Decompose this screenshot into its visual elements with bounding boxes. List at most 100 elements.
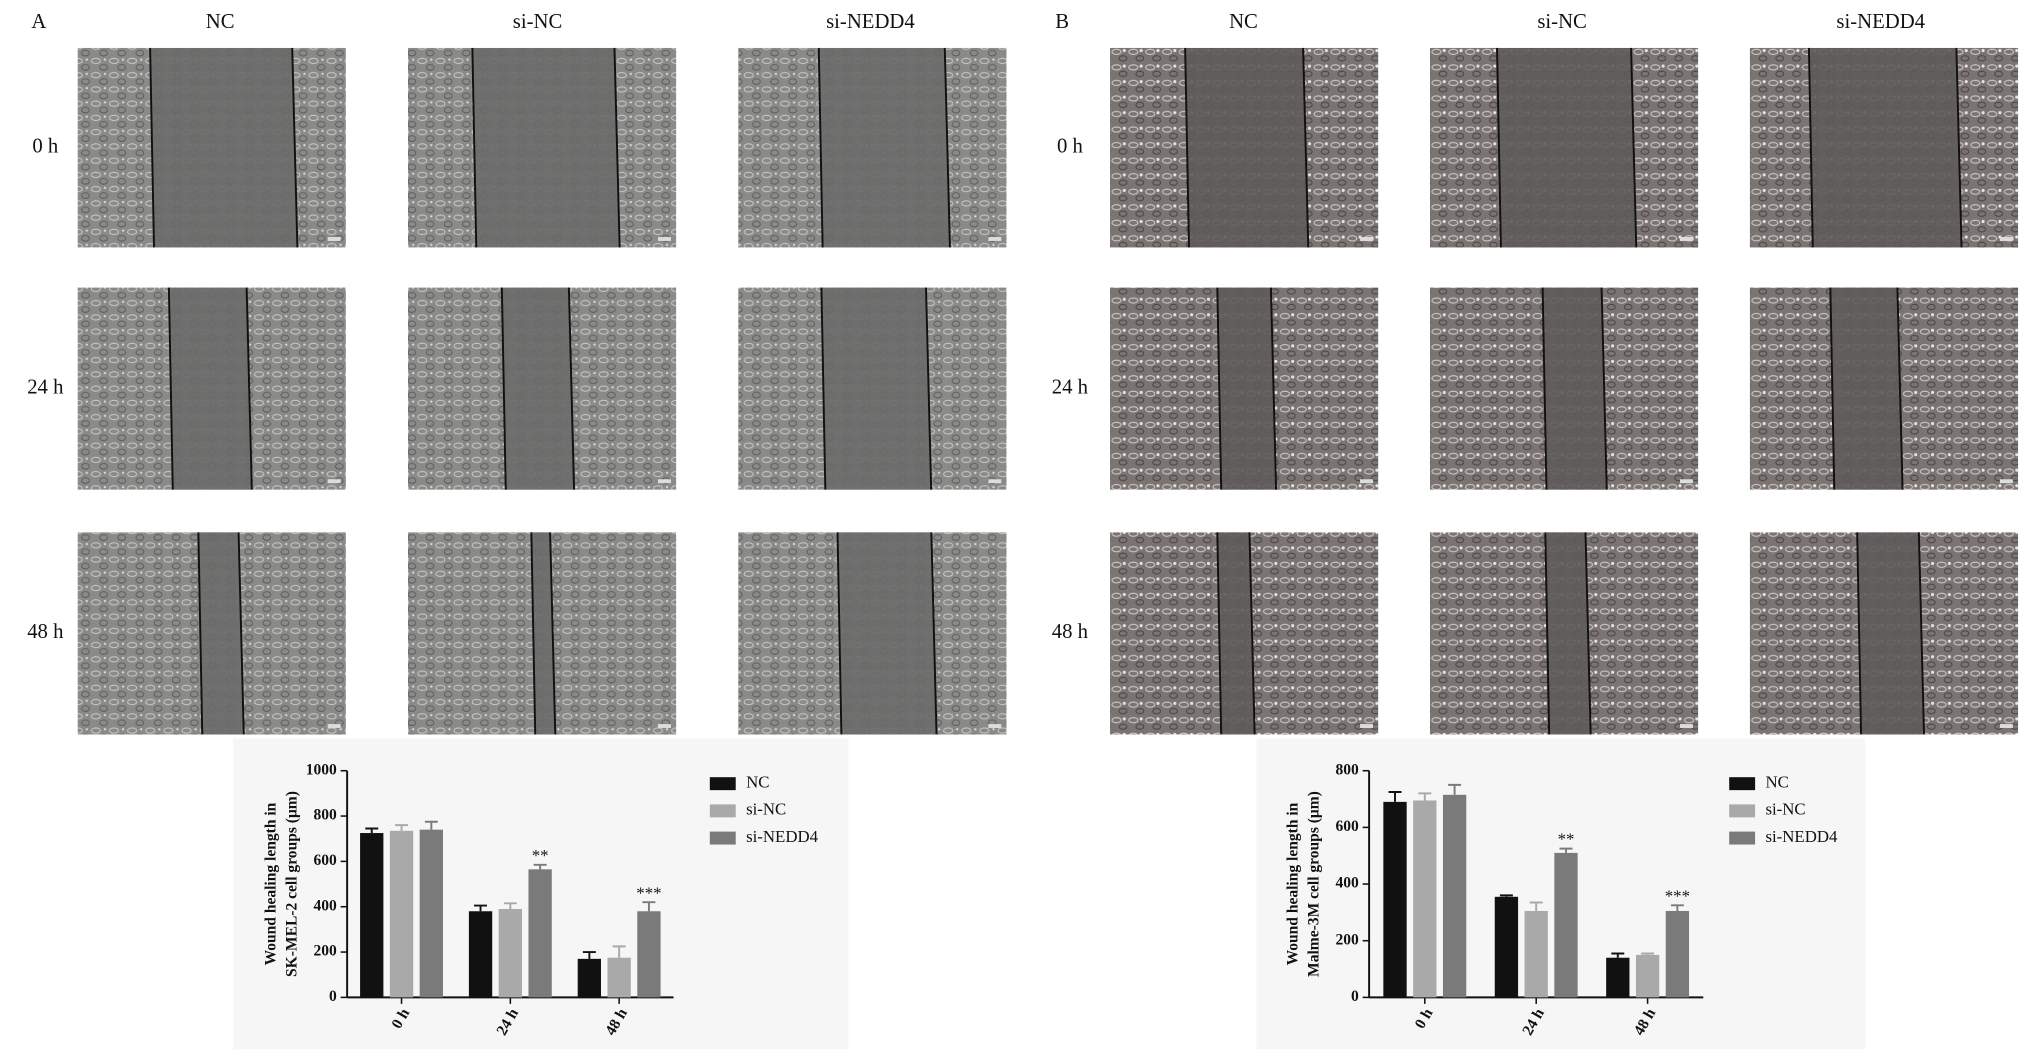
legend-label: si-NC [746,800,786,819]
wound-gap [1857,532,1925,735]
bar [528,869,552,998]
bar [389,830,414,998]
row-label: 24 h [1052,376,1089,398]
wound-gap [198,532,244,735]
error-bar [365,827,379,834]
wound-edge [1829,287,1836,490]
wound-edge [817,47,824,248]
bar [1524,910,1548,998]
wound-gap [837,532,937,735]
significance-label: *** [636,883,661,902]
column-header: NC [206,11,235,33]
error-bar [1611,952,1625,958]
row-label: 24 h [27,376,64,398]
y-tick-label: 200 [313,943,337,960]
scale-bar [988,479,1002,484]
scale-bar [1679,237,1693,241]
y-tick-label: 1000 [306,761,337,778]
wound-edge [1856,532,1863,735]
wound-gap [1185,47,1309,248]
wound-edge [1807,47,1814,248]
wound-gap [818,47,950,248]
scale-bar [1360,237,1373,241]
error-bar [503,902,517,909]
y-tick-label: 800 [313,807,337,824]
bar [1554,852,1578,998]
scale-bar [988,237,1002,241]
error-bar [1641,952,1655,955]
wound-edge [1184,47,1190,248]
y-tick-label: 0 [1351,988,1359,1005]
legend-swatch [1729,777,1756,791]
y-axis-label: Malme-3M cell groups (μm) [1305,791,1322,977]
y-tick-label: 600 [313,852,337,869]
legend-label: NC [746,773,769,792]
legend-swatch [1729,804,1756,818]
bar [1665,910,1690,998]
bar [1494,896,1519,998]
error-bar [1499,894,1513,897]
scale-bar [658,479,671,484]
row-label: 0 h [1057,135,1084,157]
legend-label: NC [1765,773,1788,792]
significance-label: *** [1665,886,1690,905]
error-bar [1448,783,1462,795]
bar [1442,794,1467,998]
error-bar [533,863,547,870]
bar [637,911,661,998]
scale-bar [1679,479,1693,484]
column-header: si-NC [513,11,563,33]
wound-edge [1896,287,1904,490]
scale-bar [1999,479,2013,484]
wound-gap [1217,532,1255,735]
wound-gap [1830,287,1903,490]
wound-edge [1541,287,1548,490]
wound-edge [1496,47,1502,248]
wound-gap [1808,47,1962,248]
bar [419,829,443,998]
error-bar [474,904,488,912]
wound-gap [150,47,298,248]
scale-bar [988,724,1002,728]
y-tick-label: 800 [1335,761,1359,778]
scale-bar [327,237,341,241]
bar [1383,801,1407,998]
y-axis-label: Wound healing length in [1285,802,1302,965]
column-header: si-NEDD4 [1836,11,1925,33]
row-label: 48 h [27,621,64,643]
error-bar [642,901,656,912]
wound-edge [836,532,843,735]
wound-edge [1269,287,1278,490]
row-label: 0 h [32,135,59,157]
scale-bar [1360,479,1373,484]
wound-gap [501,287,575,490]
wound-edge [1302,47,1310,248]
error-bar [1670,904,1684,911]
wound-edge [197,532,204,735]
legend-swatch [709,831,736,845]
wound-edge [167,287,174,490]
bar [468,911,493,998]
y-tick-label: 400 [1335,875,1359,892]
bar [577,958,602,998]
wound-gap [1545,532,1591,735]
wound-gap [472,47,620,248]
bar [1413,800,1437,998]
wound-edge [1248,532,1256,735]
scale-bar [1360,724,1373,728]
bar [1635,954,1660,998]
scale-bar [327,724,341,728]
panel-label: B [1055,11,1069,33]
y-tick-label: 0 [329,988,337,1005]
scale-bar [658,237,671,241]
wound-gap [1217,287,1277,490]
y-tick-label: 600 [1335,818,1359,835]
wound-edge [1917,532,1925,735]
wound-edge [820,287,827,490]
wound-gap [531,532,556,735]
legend-swatch [1729,831,1756,845]
wound-gap [821,287,932,490]
